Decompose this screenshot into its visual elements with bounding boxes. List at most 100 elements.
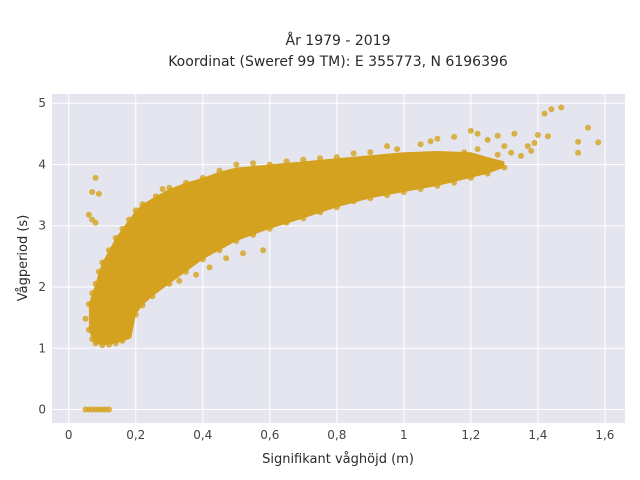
data-point [199,256,206,263]
data-point [400,189,407,195]
data-point [484,170,491,177]
data-point [417,141,424,148]
y-tick-label: 0 [38,403,46,417]
x-tick-label: 0,2 [126,428,145,442]
y-tick-labels: 0 1 2 3 4 5 [38,96,46,416]
y-axis-label: Vågperiod (s) [16,215,31,302]
data-point [139,201,146,208]
data-point [434,182,441,189]
data-point [106,247,112,254]
data-point [434,135,441,142]
data-point [95,190,102,197]
data-point [266,225,273,232]
data-point [89,336,96,343]
data-point [528,148,535,154]
data-point [461,149,468,156]
data-point [112,235,119,241]
data-point [106,341,112,348]
data-point [467,162,474,169]
data-point [508,149,515,156]
x-tick-label: 1,6 [595,428,614,442]
data-point [518,152,525,159]
data-point [89,290,96,297]
data-point [132,207,139,214]
data-point [451,133,458,140]
data-point [494,132,501,139]
data-point [544,133,551,140]
data-point [159,186,166,192]
data-point [474,146,481,153]
data-point [501,143,508,150]
data-point [484,136,491,143]
data-point [119,225,126,232]
data-point [95,268,102,275]
data-point [183,179,189,186]
data-point [260,247,267,254]
x-tick-labels: 0 0,2 0,4 0,6 0,8 1 1,2 1,4 1,6 [65,428,615,442]
data-point [477,161,484,168]
data-point [85,326,92,333]
data-point [89,189,96,195]
y-tick-label: 2 [38,280,46,294]
chart-title-line-2: Koordinat (Sweref 99 TM): E 355773, N 61… [168,54,508,70]
data-point [484,157,491,164]
data-point [92,174,99,181]
data-point [283,158,290,165]
data-point [132,311,139,318]
x-tick-label: 0 [65,428,73,442]
data-point [99,342,106,349]
data-point [427,138,434,145]
x-tick-label: 1,2 [461,428,480,442]
data-point [85,301,92,308]
y-tick-label: 3 [38,219,46,233]
data-point [85,211,92,218]
data-point [206,264,213,271]
data-point [558,104,565,111]
data-point [451,179,458,186]
data-point [534,132,541,138]
data-point [317,209,324,216]
data-point [250,231,257,238]
data-point [367,149,374,156]
data-point [233,161,240,168]
data-point [333,154,340,161]
data-point [575,138,582,145]
data-point [216,167,223,174]
data-point [92,219,99,226]
data-point [166,280,173,287]
data-point [240,250,246,257]
data-point [531,140,538,146]
data-point [92,340,99,347]
data-point [467,174,474,181]
data-point [152,193,159,200]
data-point [183,268,189,275]
data-point [333,204,340,211]
data-point [417,186,424,192]
data-point [193,271,200,278]
data-point [394,146,401,153]
data-points [82,104,602,413]
data-point [82,315,89,322]
data-point [350,150,357,157]
data-point [199,174,206,181]
data-point [139,302,146,309]
data-point [491,160,498,167]
data-point [216,247,223,254]
x-axis-label: Signifikant våghöjd (m) [262,452,414,467]
data-point [126,333,133,339]
y-tick-label: 5 [38,96,46,110]
x-tick-label: 1,4 [528,428,547,442]
data-point [317,155,324,162]
y-tick-label: 4 [38,157,46,171]
y-tick-label: 1 [38,341,46,355]
data-point [467,127,474,134]
data-point [575,149,582,156]
data-point [300,215,307,222]
data-point [223,255,230,262]
x-tick-label: 0,8 [327,428,346,442]
data-point [541,110,548,117]
data-point [524,143,531,150]
data-point [494,151,501,158]
x-tick-label: 0,4 [193,428,212,442]
